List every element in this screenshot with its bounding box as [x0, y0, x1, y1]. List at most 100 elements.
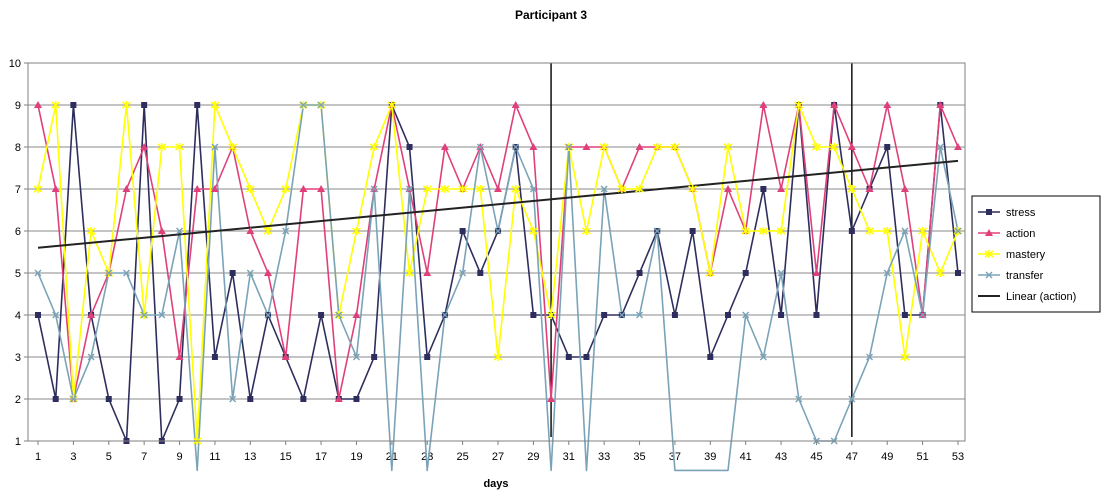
- marker-stress: [35, 312, 41, 318]
- chart-title: Participant 3: [515, 8, 587, 22]
- marker-mastery: [175, 143, 185, 151]
- marker-action: [883, 101, 892, 108]
- marker-stress: [813, 312, 820, 318]
- legend-marker: [984, 250, 994, 258]
- marker-mastery: [865, 227, 875, 235]
- marker-mastery: [670, 143, 680, 151]
- marker-mastery: [635, 185, 645, 193]
- marker-mastery: [157, 143, 167, 151]
- marker-transfer: [211, 143, 219, 151]
- legend-label: Linear (action): [1006, 291, 1076, 303]
- x-tick-label: 11: [209, 451, 220, 463]
- marker-action: [264, 269, 272, 276]
- marker-mastery: [281, 185, 291, 193]
- marker-stress: [671, 312, 678, 318]
- marker-action: [299, 185, 308, 192]
- trendline-action: [37, 159, 959, 249]
- x-tick-label: 49: [881, 451, 893, 463]
- marker-mastery: [528, 227, 538, 235]
- marker-stress: [530, 312, 537, 318]
- marker-stress: [901, 312, 908, 318]
- x-tick-label: 5: [106, 451, 112, 463]
- x-tick-label: 15: [280, 451, 292, 463]
- marker-transfer: [600, 185, 608, 193]
- x-tick-label: 35: [633, 451, 645, 463]
- marker-transfer: [529, 185, 537, 193]
- x-tick-label: 13: [244, 451, 256, 463]
- marker-action: [122, 185, 131, 192]
- x-tick-label: 25: [456, 451, 468, 463]
- marker-action: [847, 143, 856, 150]
- marker-action: [423, 269, 432, 276]
- marker-stress: [707, 354, 714, 360]
- x-tick-label: 29: [527, 451, 539, 463]
- x-tick-label: 3: [70, 451, 76, 463]
- x-tick-label: 19: [350, 451, 362, 463]
- y-tick-label: 7: [15, 184, 21, 196]
- marker-action: [246, 227, 255, 234]
- legend-marker: [985, 271, 993, 279]
- marker-action: [193, 185, 202, 192]
- phase-lines: [550, 63, 853, 437]
- marker-transfer: [476, 143, 484, 151]
- marker-action: [494, 185, 502, 192]
- marker-transfer: [459, 269, 467, 277]
- marker-mastery: [758, 227, 768, 235]
- marker-mastery: [741, 227, 751, 235]
- x-tick-label: 27: [492, 451, 504, 463]
- marker-transfer: [866, 353, 874, 361]
- marker-action: [777, 185, 786, 192]
- marker-action: [157, 227, 166, 234]
- marker-action: [547, 395, 556, 402]
- y-tick-label: 4: [15, 310, 21, 322]
- marker-action: [812, 269, 821, 276]
- legend: stress action mastery transfer Linear (actio…: [971, 195, 1101, 313]
- marker-transfer: [282, 227, 290, 235]
- marker-action: [511, 101, 520, 108]
- marker-transfer: [34, 269, 42, 277]
- x-tick-label: 45: [810, 451, 822, 463]
- marker-mastery: [263, 227, 273, 235]
- marker-transfer: [69, 395, 77, 403]
- marker-stress: [636, 270, 643, 276]
- marker-stress: [742, 270, 749, 276]
- marker-action: [865, 185, 874, 192]
- marker-transfer: [777, 269, 785, 277]
- marker-mastery: [723, 143, 733, 151]
- marker-action: [140, 143, 149, 150]
- marker-transfer: [742, 311, 750, 319]
- x-tick-label: 23: [421, 451, 433, 463]
- legend-label: transfer: [1006, 270, 1044, 282]
- x-tick-label: 31: [563, 451, 575, 463]
- legend-label: action: [1006, 228, 1035, 240]
- y-tick-label: 6: [15, 226, 21, 238]
- marker-mastery: [405, 269, 415, 277]
- plot-frame: [27, 62, 966, 442]
- marker-mastery: [351, 227, 361, 235]
- marker-transfer: [795, 395, 803, 403]
- marker-action: [936, 101, 945, 108]
- marker-mastery: [918, 227, 928, 235]
- marker-mastery: [776, 227, 786, 235]
- marker-action: [440, 143, 449, 150]
- marker-action: [87, 311, 96, 318]
- marker-mastery: [688, 185, 698, 193]
- marker-mastery: [458, 185, 468, 193]
- marker-action: [830, 101, 839, 108]
- marker-mastery: [829, 143, 839, 151]
- x-tick-label: 47: [846, 451, 858, 463]
- marker-stress: [778, 312, 785, 318]
- marker-action: [529, 143, 538, 150]
- marker-stress: [848, 228, 855, 234]
- y-tick-label: 5: [15, 268, 21, 280]
- marker-action: [210, 185, 219, 192]
- marker-stress: [583, 354, 590, 360]
- x-tick-label: 43: [775, 451, 787, 463]
- marker-stress: [194, 102, 201, 108]
- marker-transfer: [299, 101, 307, 109]
- x-axis-ticks: 1 3 5 7 9 11 13 15 17 19 21 23 25 27 29 31 33 35 37 39 41 43 4…: [35, 441, 964, 463]
- marker-stress: [371, 354, 378, 360]
- gridlines: [28, 62, 965, 442]
- marker-action: [317, 185, 326, 192]
- marker-transfer: [105, 269, 113, 277]
